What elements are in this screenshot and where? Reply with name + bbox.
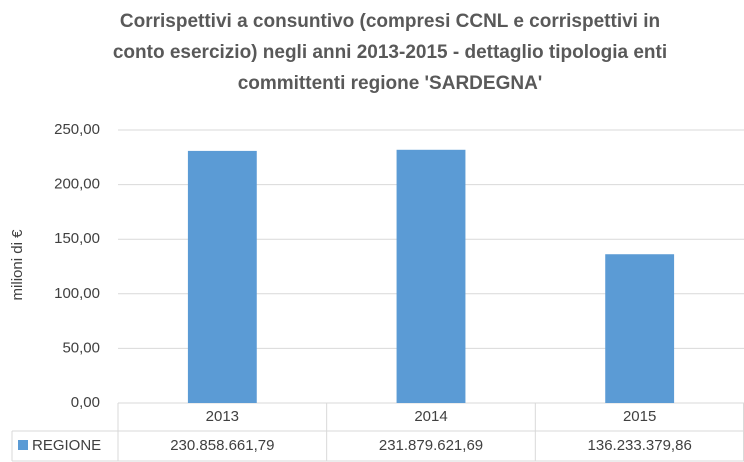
bar — [605, 254, 675, 403]
y-tick-label: 100,00 — [54, 285, 100, 302]
y-tick-label: 0,00 — [71, 394, 100, 411]
table-value: 136.233.379,86 — [588, 437, 692, 454]
chart-title: conto esercizio) negli anni 2013-2015 - … — [113, 42, 667, 63]
chart-title: committenti regione 'SARDEGNA' — [238, 73, 543, 94]
bar — [187, 150, 257, 403]
x-tick-label: 2013 — [206, 408, 239, 425]
bar — [396, 149, 466, 403]
y-tick-label: 150,00 — [54, 230, 100, 247]
x-tick-label: 2014 — [414, 408, 447, 425]
y-axis-label: milioni di € — [9, 229, 26, 301]
legend-label: REGIONE — [32, 437, 101, 454]
y-tick-label: 250,00 — [54, 121, 100, 138]
y-tick-label: 200,00 — [54, 176, 100, 193]
chart-title: Corrispettivi a consuntivo (compresi CCN… — [120, 11, 660, 32]
table-value: 231.879.621,69 — [379, 437, 483, 454]
table-value: 230.858.661,79 — [170, 437, 274, 454]
x-tick-label: 2015 — [623, 408, 656, 425]
legend-key — [18, 440, 28, 450]
y-tick-label: 50,00 — [62, 339, 100, 356]
